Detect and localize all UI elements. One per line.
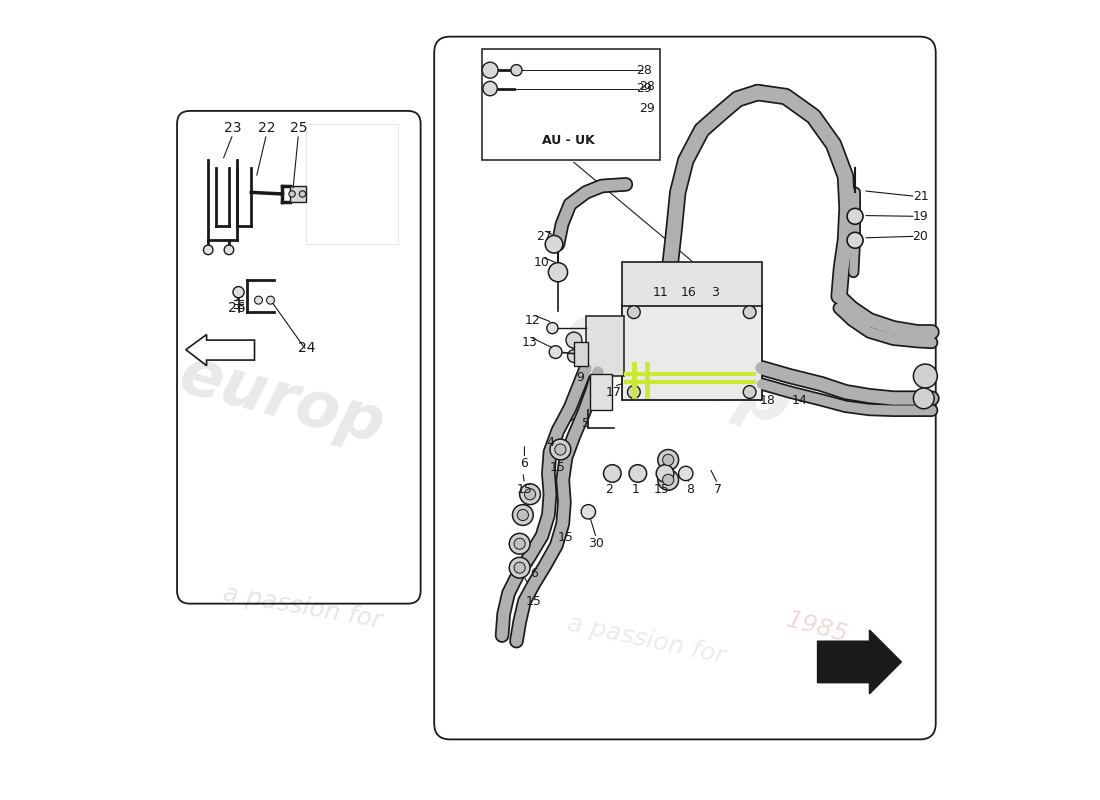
Bar (586, 316, 625, 376)
Circle shape (847, 232, 864, 248)
Circle shape (510, 65, 522, 76)
Circle shape (913, 364, 937, 388)
Circle shape (662, 454, 674, 466)
Text: 1985: 1985 (784, 608, 851, 647)
Text: 19: 19 (913, 210, 928, 223)
Text: 29: 29 (637, 82, 652, 95)
Text: 27: 27 (537, 230, 552, 242)
Text: 5: 5 (582, 418, 590, 430)
Text: 15: 15 (549, 462, 565, 474)
Circle shape (629, 465, 647, 482)
Text: 12: 12 (525, 314, 540, 326)
Bar (574, 342, 589, 366)
Text: 11: 11 (652, 286, 668, 298)
Circle shape (744, 386, 756, 398)
Text: 26: 26 (228, 301, 245, 315)
Text: 30: 30 (588, 538, 604, 550)
Text: 8: 8 (685, 483, 694, 496)
Text: 4: 4 (546, 436, 554, 449)
Text: 16: 16 (680, 286, 696, 298)
Circle shape (550, 439, 571, 460)
Text: AU - UK: AU - UK (542, 134, 595, 147)
Circle shape (658, 470, 679, 490)
Circle shape (509, 558, 530, 578)
Bar (482, 49, 660, 161)
Text: 13: 13 (522, 336, 538, 349)
Bar (590, 374, 613, 410)
Text: 18: 18 (759, 394, 775, 406)
Circle shape (658, 450, 679, 470)
Circle shape (744, 306, 756, 318)
Text: a passion for: a passion for (221, 582, 384, 634)
Text: 6: 6 (530, 566, 538, 580)
Text: 21: 21 (913, 190, 928, 203)
Text: 15: 15 (517, 483, 532, 496)
Circle shape (517, 510, 528, 521)
Circle shape (546, 235, 563, 253)
Text: 17: 17 (606, 386, 621, 398)
Text: 7: 7 (714, 483, 722, 496)
Circle shape (627, 306, 640, 318)
Circle shape (549, 262, 568, 282)
Circle shape (254, 296, 263, 304)
Circle shape (519, 484, 540, 505)
Text: 28: 28 (639, 80, 654, 93)
Circle shape (525, 489, 536, 500)
Text: 25: 25 (289, 122, 307, 135)
Circle shape (657, 465, 674, 482)
Circle shape (547, 322, 558, 334)
Circle shape (266, 296, 275, 304)
Text: 15: 15 (653, 483, 670, 496)
Circle shape (581, 505, 595, 519)
Text: 28: 28 (636, 64, 652, 77)
Circle shape (509, 534, 530, 554)
Text: 29: 29 (639, 102, 654, 115)
Text: 3: 3 (712, 286, 719, 298)
Circle shape (514, 538, 525, 550)
Text: a passion for: a passion for (564, 611, 727, 668)
Text: 15: 15 (526, 594, 542, 608)
Bar (621, 304, 761, 400)
Circle shape (233, 286, 244, 298)
Text: 20: 20 (913, 230, 928, 242)
Circle shape (482, 62, 498, 78)
Circle shape (299, 190, 306, 197)
Circle shape (549, 346, 562, 358)
Circle shape (566, 332, 582, 348)
Text: 6: 6 (520, 458, 528, 470)
Text: europ: europ (554, 295, 801, 441)
Text: 10: 10 (535, 256, 550, 269)
Circle shape (913, 388, 934, 409)
Text: 14: 14 (791, 394, 807, 406)
Text: 1: 1 (631, 483, 639, 496)
Bar (621, 262, 761, 306)
Circle shape (204, 245, 213, 254)
Text: 9: 9 (576, 371, 584, 384)
Circle shape (679, 466, 693, 481)
Text: 24: 24 (298, 341, 316, 355)
Bar (289, 186, 306, 202)
Circle shape (568, 350, 581, 362)
Text: europ: europ (173, 343, 392, 457)
Circle shape (224, 245, 233, 254)
Circle shape (483, 82, 497, 96)
Polygon shape (817, 630, 901, 694)
Circle shape (662, 474, 674, 486)
Circle shape (289, 190, 295, 197)
Circle shape (847, 208, 864, 224)
Text: 15: 15 (558, 531, 574, 544)
Text: 22: 22 (257, 122, 275, 135)
Circle shape (627, 386, 640, 398)
Circle shape (514, 562, 525, 574)
Circle shape (513, 505, 534, 526)
Circle shape (554, 444, 566, 455)
Text: 2: 2 (605, 483, 613, 496)
Circle shape (604, 465, 622, 482)
Text: 23: 23 (224, 122, 242, 135)
